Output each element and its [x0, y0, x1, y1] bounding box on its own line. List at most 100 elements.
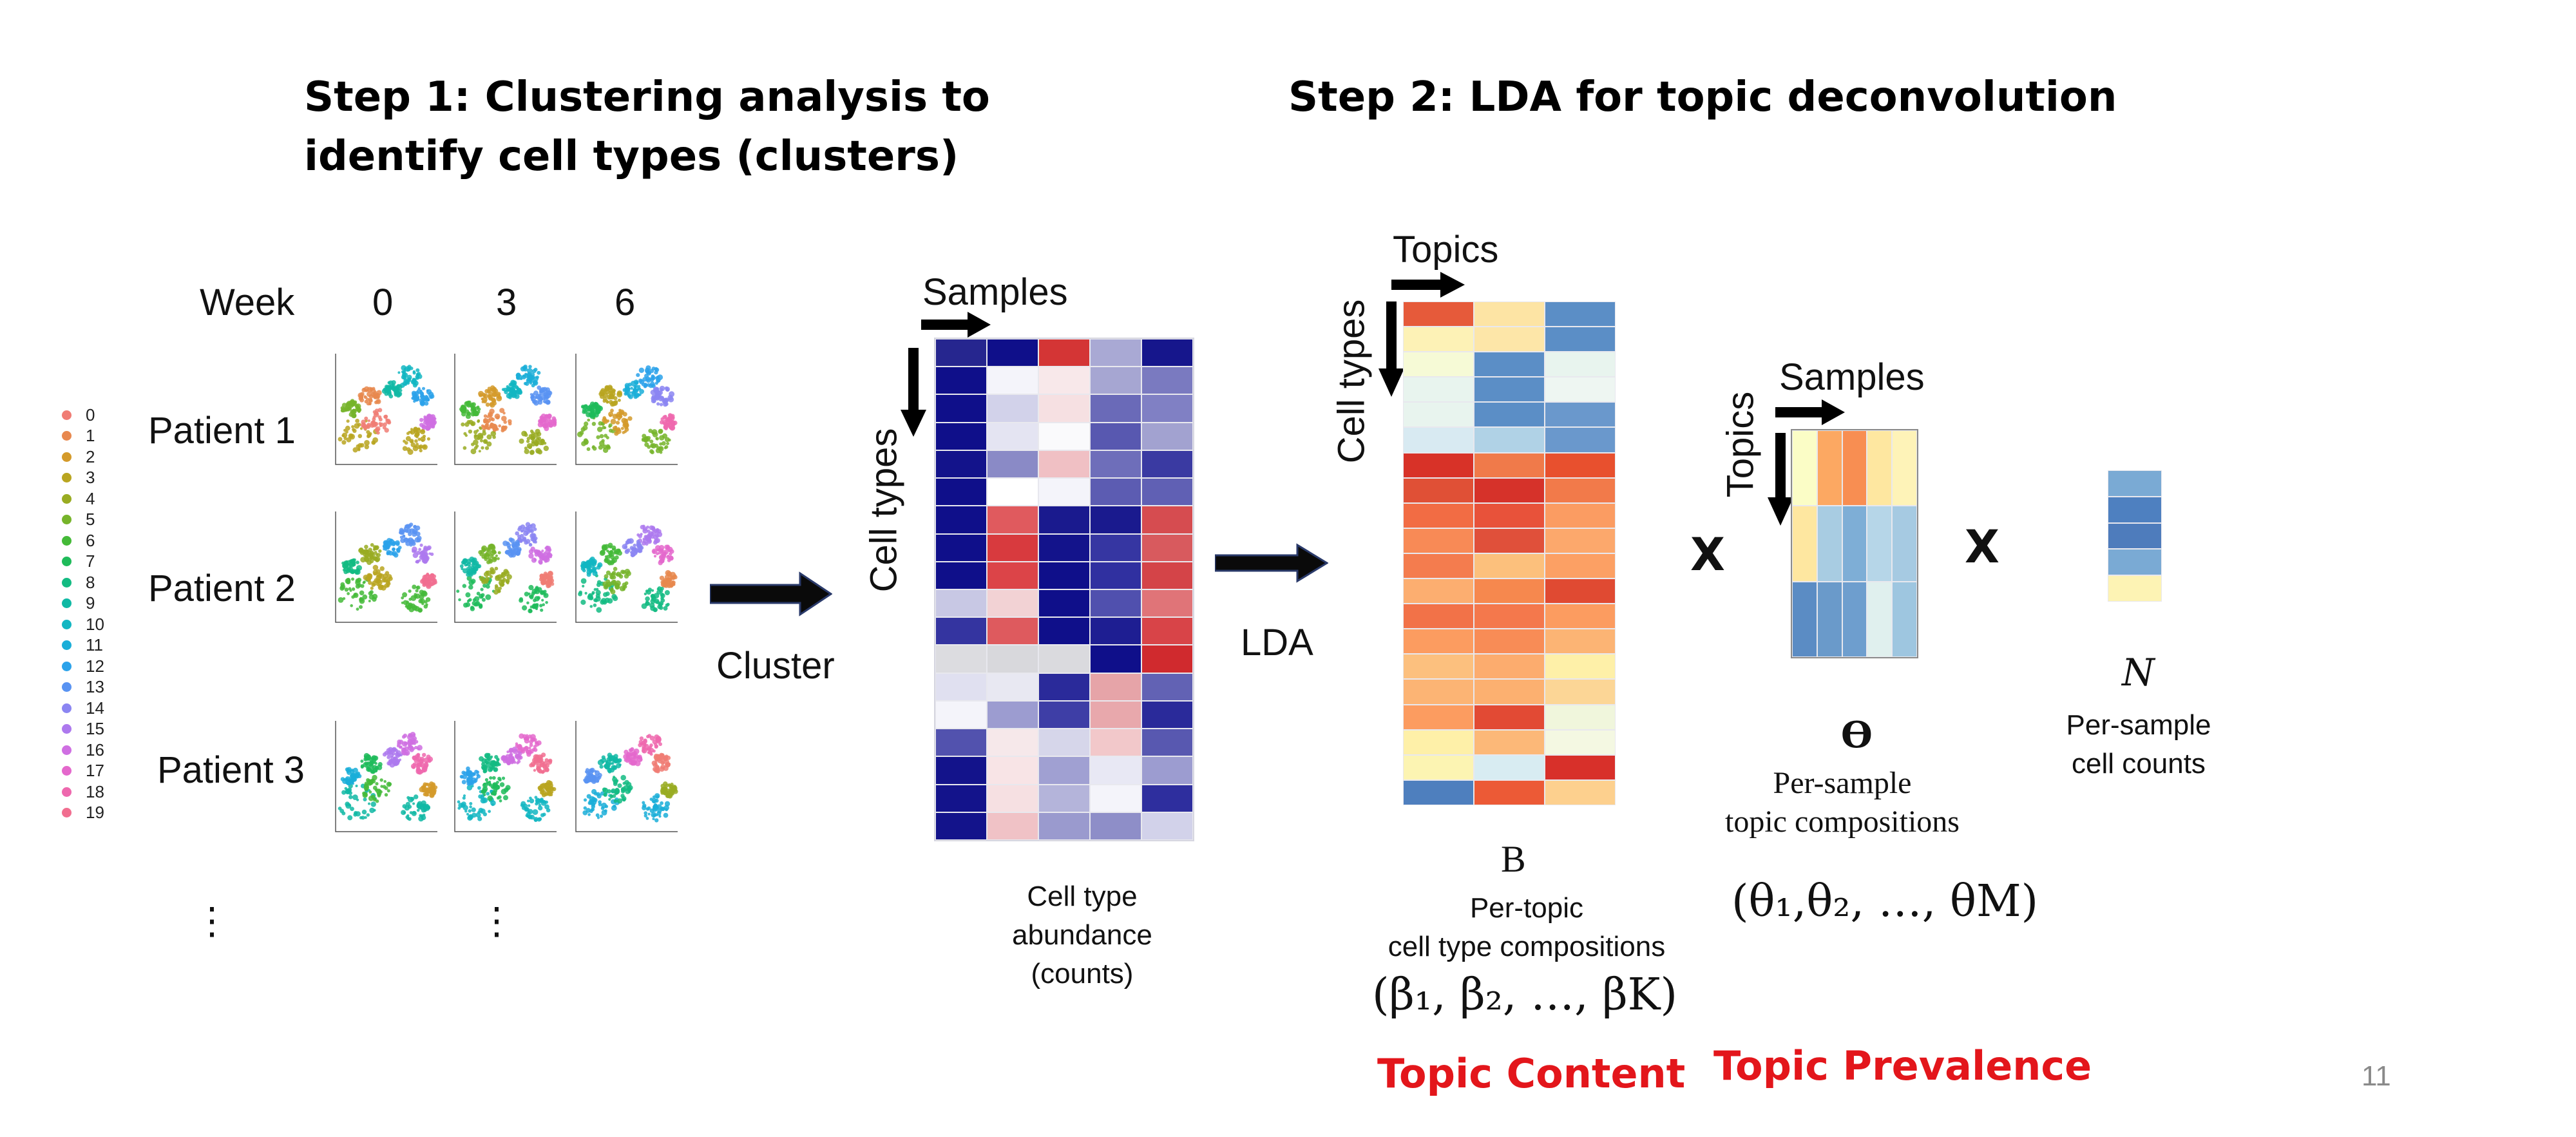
- theta-cell: [1892, 581, 1917, 657]
- beta-topics-label: Topics: [1393, 229, 1499, 271]
- theta-cell: [1842, 581, 1867, 657]
- abundance-cell: [935, 450, 987, 479]
- umap-plot-3-2: [454, 721, 557, 832]
- umap-plot-1-2: [454, 354, 557, 465]
- beta-cell: [1474, 578, 1545, 604]
- beta-cell: [1403, 629, 1474, 654]
- abundance-cell: [1141, 729, 1193, 757]
- abundance-cell: [987, 506, 1038, 534]
- abundance-cell: [1090, 645, 1141, 673]
- abundance-cell: [935, 422, 987, 450]
- beta-cell: [1474, 729, 1545, 755]
- n-caption-line2: cell counts: [2072, 748, 2206, 779]
- legend-label: 1: [86, 426, 95, 446]
- legend-item: 10: [62, 614, 104, 635]
- legend-label: 17: [86, 761, 104, 781]
- legend-label: 12: [86, 656, 104, 676]
- abundance-cell: [935, 367, 987, 395]
- abundance-cell: [935, 645, 987, 673]
- abundance-cell: [935, 478, 987, 506]
- legend-label: 18: [86, 781, 104, 801]
- abundance-cell: [935, 394, 987, 423]
- umap-plot-1-3: [575, 354, 678, 465]
- legend-dot-icon: [62, 619, 72, 629]
- beta-cell: [1403, 578, 1474, 604]
- legend-dot-icon: [62, 493, 72, 504]
- abundance-cell: [1090, 450, 1141, 479]
- beta-cell: [1545, 502, 1616, 528]
- cluster-arrow-icon: [710, 571, 832, 616]
- beta-cell: [1403, 402, 1474, 428]
- beta-cell: [1474, 402, 1545, 428]
- beta-cell: [1545, 754, 1616, 780]
- week-0-label: 0: [372, 282, 394, 323]
- beta-cell: [1403, 427, 1474, 453]
- cell-count-cell: [2108, 522, 2162, 549]
- legend-item: 4: [62, 488, 104, 510]
- abundance-cell: [1090, 729, 1141, 757]
- abundance-cell: [1141, 478, 1193, 506]
- abundance-cell: [1038, 394, 1090, 423]
- page-number: 11: [2361, 1060, 2391, 1092]
- beta-cell: [1545, 528, 1616, 553]
- legend-dot-icon: [62, 598, 72, 609]
- abundance-cell: [987, 367, 1038, 395]
- abundance-cell: [1090, 673, 1141, 701]
- beta-cell: [1403, 779, 1474, 805]
- beta-symbol: B: [1501, 838, 1526, 880]
- beta-cell: [1474, 754, 1545, 780]
- legend-dot-icon: [62, 473, 72, 483]
- beta-cell: [1474, 779, 1545, 805]
- beta-cell: [1545, 629, 1616, 654]
- abundance-caption-line1: Cell type: [1027, 881, 1138, 912]
- beta-cell: [1474, 629, 1545, 654]
- abundance-cell: [935, 673, 987, 701]
- abundance-cell: [1090, 589, 1141, 618]
- legend-label: 19: [86, 803, 104, 823]
- abundance-cell: [1090, 422, 1141, 450]
- legend-item: 11: [62, 635, 104, 656]
- umap-plot-2-1: [335, 511, 437, 623]
- beta-cell: [1474, 604, 1545, 629]
- abundance-cell: [1141, 367, 1193, 395]
- abundance-cell: [1090, 478, 1141, 506]
- theta-cell: [1892, 506, 1917, 582]
- beta-cell: [1403, 377, 1474, 403]
- week-3-label: 3: [496, 282, 517, 323]
- beta-cell: [1545, 402, 1616, 428]
- beta-matrix: [1403, 301, 1616, 805]
- theta-formula: (θ₁,θ₂, …, θM): [1732, 876, 2039, 927]
- legend-label: 7: [86, 551, 95, 571]
- legend-dot-icon: [62, 577, 72, 588]
- abundance-cell: [987, 784, 1038, 812]
- abundance-cell: [987, 673, 1038, 701]
- legend-item: 17: [62, 761, 104, 782]
- beta-topics-arrow-icon: [1391, 272, 1465, 298]
- beta-cell: [1403, 754, 1474, 780]
- legend-item: 12: [62, 656, 104, 677]
- week-6-label: 6: [615, 282, 636, 323]
- legend-item: 16: [62, 740, 104, 761]
- beta-cell: [1474, 352, 1545, 377]
- abundance-cell: [935, 617, 987, 645]
- beta-cell: [1403, 452, 1474, 478]
- legend-label: 5: [86, 510, 95, 530]
- legend-dot-icon: [62, 724, 72, 734]
- abundance-cell: [1090, 617, 1141, 645]
- step1-title-line2: identify cell types (clusters): [304, 133, 959, 180]
- legend-item: 6: [62, 530, 104, 551]
- abundance-cell: [1090, 756, 1141, 785]
- abundance-cell: [987, 533, 1038, 562]
- abundance-cell: [935, 784, 987, 812]
- abundance-cell: [1090, 506, 1141, 534]
- abundance-cell: [1141, 450, 1193, 479]
- abundance-cell: [935, 506, 987, 534]
- beta-cell: [1474, 452, 1545, 478]
- beta-cell: [1403, 553, 1474, 579]
- theta-caption-line2: topic compositions: [1725, 805, 1960, 839]
- beta-cell: [1474, 427, 1545, 453]
- abundance-cell: [1090, 700, 1141, 729]
- abundance-cell: [987, 700, 1038, 729]
- patient-3-label: Patient 3: [157, 749, 305, 791]
- beta-cell: [1403, 502, 1474, 528]
